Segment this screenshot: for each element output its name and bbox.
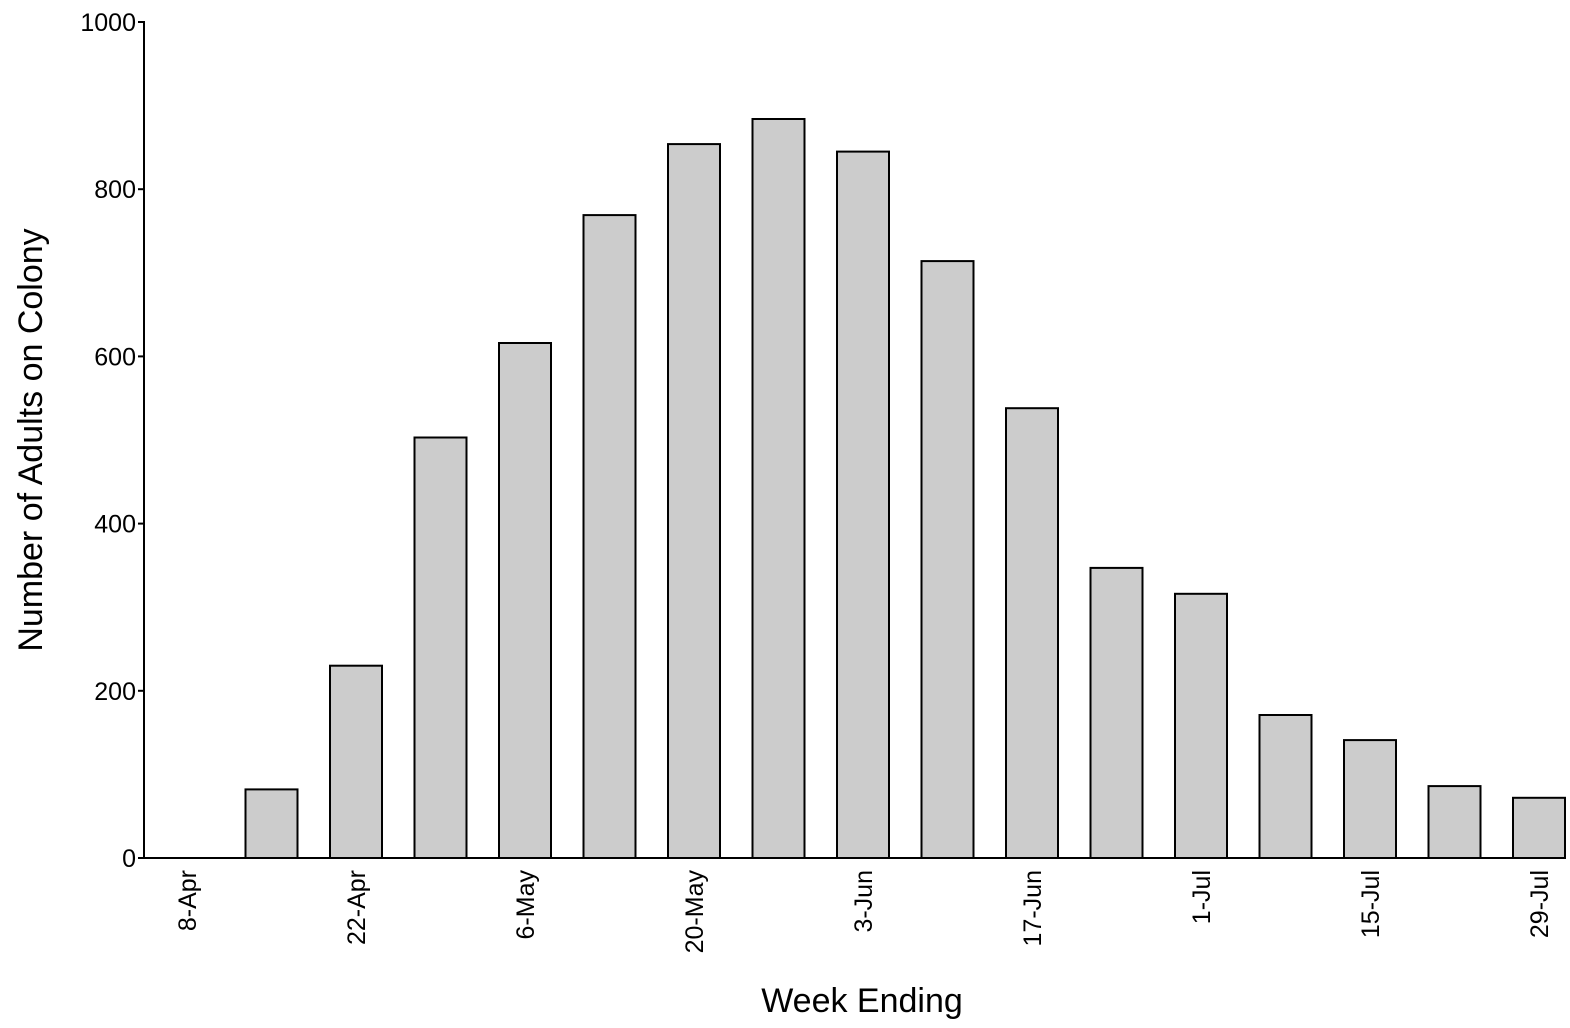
bar-27-May xyxy=(751,118,806,859)
bar-15-Apr xyxy=(244,788,299,860)
bar-15-Jul xyxy=(1343,739,1397,859)
bar-20-May xyxy=(667,143,721,860)
bars-group xyxy=(244,118,1566,860)
y-tick-label: 400 xyxy=(94,511,136,539)
y-axis-title: Number of Adults on Colony xyxy=(12,228,50,651)
bar-29-Jul xyxy=(1512,796,1566,859)
bar-6-May xyxy=(498,342,552,859)
x-tick-label: 20-May xyxy=(681,870,709,954)
bar-1-Jul xyxy=(1174,592,1228,859)
bar-8-Jul xyxy=(1258,714,1313,859)
x-tick-label: 8-Apr xyxy=(174,870,202,931)
y-tick-label: 0 xyxy=(122,845,136,873)
x-tick-label: 6-May xyxy=(512,870,540,940)
bar-10-Jun xyxy=(920,260,975,860)
bar-24-Jun xyxy=(1089,566,1144,860)
bar-3-Jun xyxy=(836,150,890,860)
x-axis: 8-Apr 22-Apr 6-May 20-May 3-Jun 17-Jun 1-Jul 15… xyxy=(144,857,1566,954)
y-tick-label: 200 xyxy=(94,678,136,706)
y-tick-label: 1000 xyxy=(80,9,136,37)
bar-17-Jun xyxy=(1005,407,1059,859)
x-tick-label: 17-Jun xyxy=(1019,870,1047,946)
y-axis: 0 200 400 600 800 1000 xyxy=(80,9,145,873)
y-tick-label: 600 xyxy=(94,343,136,371)
bar-29-Apr xyxy=(413,436,468,859)
bar-13-May xyxy=(582,214,637,860)
x-tick-label: 22-Apr xyxy=(343,870,371,945)
bar-22-Jul xyxy=(1427,785,1482,859)
x-tick-label: 15-Jul xyxy=(1357,870,1385,938)
y-tick-label: 800 xyxy=(94,176,136,204)
x-axis-title: Week Ending xyxy=(761,982,963,1020)
bar-22-Apr xyxy=(329,664,383,860)
x-tick-label: 29-Jul xyxy=(1526,870,1554,938)
x-tick-label: 1-Jul xyxy=(1188,870,1216,924)
x-tick-label: 3-Jun xyxy=(850,870,878,933)
